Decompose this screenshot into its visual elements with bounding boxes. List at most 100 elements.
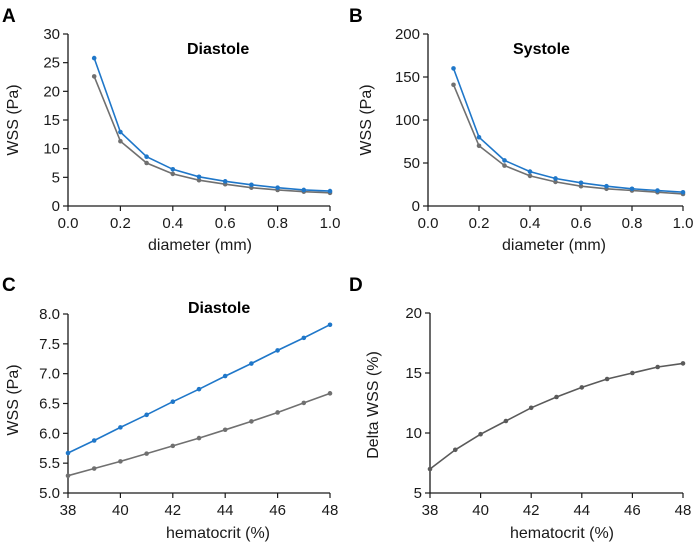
y-tick-label: 25 <box>43 55 60 72</box>
y-tick-label: 20 <box>43 83 60 100</box>
panel-b-x-label: diameter (mm) <box>502 237 606 254</box>
y-tick-label: 50 <box>403 155 420 172</box>
data-point-gray <box>453 447 458 453</box>
x-tick-label: 44 <box>217 502 234 519</box>
y-tick-label: 6.5 <box>39 396 60 413</box>
y-tick-label: 5.0 <box>39 485 60 502</box>
data-point-gray <box>554 394 559 400</box>
panel-a-title: Diastole <box>187 41 249 58</box>
data-point-gray <box>144 160 149 166</box>
data-point-blue <box>275 348 280 353</box>
data-point-blue <box>144 412 149 418</box>
data-point-gray <box>196 435 202 441</box>
x-tick-label: 38 <box>422 502 439 519</box>
y-tick-label: 10 <box>405 425 422 442</box>
x-tick-label: 0.2 <box>110 215 131 232</box>
panel-a-y-label: WSS (Pa) <box>5 84 22 155</box>
panel-b-y-label: WSS (Pa) <box>358 84 375 155</box>
data-point-gray <box>528 405 534 411</box>
data-point-gray <box>553 179 558 185</box>
panel-c-plot: 5.0 5.5 6.0 6.5 7.0 7.5 8.0 38 40 42 44 46 48 <box>39 306 338 519</box>
data-point-gray <box>170 443 176 449</box>
x-tick-label: 40 <box>112 502 129 519</box>
data-point-gray <box>327 391 333 396</box>
x-tick-label: 0.4 <box>162 215 183 232</box>
data-point-gray <box>196 177 202 183</box>
panel-d-y-label: Delta WSS (%) <box>365 351 382 459</box>
data-point-gray <box>503 418 509 424</box>
panel-letter-b: B <box>349 6 363 27</box>
panel-b-plot: 0 50 100 150 200 0.0 0.2 0.4 0.6 0.8 1.0 <box>395 26 693 232</box>
panel-d-plot: 5 10 15 20 38 40 42 44 46 48 <box>405 305 691 519</box>
y-tick-label: 8.0 <box>39 306 60 323</box>
y-tick-label: 10 <box>43 141 60 158</box>
panel-a-x-label: diameter (mm) <box>148 237 252 254</box>
data-point-blue <box>629 186 635 192</box>
data-point-blue <box>301 187 307 193</box>
y-tick-label: 5 <box>52 169 60 186</box>
y-tick-label: 5.5 <box>39 455 60 472</box>
data-point-gray <box>91 74 97 79</box>
series-line-blue <box>93 57 331 192</box>
data-point-gray <box>476 143 482 149</box>
y-tick-label: 7.5 <box>39 336 60 353</box>
data-point-gray <box>144 451 149 456</box>
data-point-blue <box>91 438 97 443</box>
y-tick-label: 7.0 <box>39 366 60 383</box>
data-point-gray <box>118 459 123 464</box>
panel-letter-a: A <box>2 6 16 27</box>
data-point-gray <box>502 163 507 168</box>
series-line-gray <box>93 76 331 194</box>
data-point-gray <box>301 400 307 406</box>
data-point-blue <box>144 154 149 159</box>
y-tick-label: 15 <box>405 365 422 382</box>
data-point-gray <box>604 376 610 382</box>
panel-b: B Systole 0 50 100 150 200 0.0 0.2 0.4 0.6 0.8 1.0… <box>349 6 693 254</box>
panel-c: C Diastole 5.0 5.5 6.0 6.5 7.0 7.5 8.0 38 40 42 44… <box>2 275 338 542</box>
x-tick-label: 0.6 <box>215 215 236 232</box>
data-point-gray <box>249 419 254 424</box>
y-tick-label: 150 <box>395 69 420 86</box>
panel-d-x-label: hematocrit (%) <box>510 525 614 542</box>
data-point-blue <box>118 129 123 135</box>
data-point-gray <box>527 173 533 179</box>
y-tick-label: 15 <box>43 112 60 129</box>
data-point-blue <box>196 174 202 180</box>
panel-c-title: Diastole <box>188 300 250 317</box>
data-point-gray <box>630 370 635 376</box>
x-tick-label: 0.8 <box>622 215 643 232</box>
data-point-blue <box>222 179 228 184</box>
data-point-blue <box>118 425 123 430</box>
x-tick-label: 46 <box>624 502 641 519</box>
data-point-blue <box>604 183 609 189</box>
panel-letter-c: C <box>2 275 16 296</box>
data-point-blue <box>327 322 333 328</box>
data-point-gray <box>170 171 176 177</box>
x-tick-label: 44 <box>573 502 590 519</box>
data-point-blue <box>275 185 280 190</box>
data-point-gray <box>275 410 280 415</box>
panel-c-x-label: hematocrit (%) <box>166 525 270 542</box>
data-point-blue <box>553 176 558 181</box>
series-line-gray <box>429 362 684 470</box>
data-point-gray <box>579 385 585 390</box>
x-tick-label: 0.2 <box>469 215 490 232</box>
panel-b-title: Systole <box>513 41 570 58</box>
panel-a-plot: 0 5 10 15 20 25 30 0.0 0.2 0.4 0.6 0.8 1.0 <box>43 26 340 232</box>
data-point-gray <box>680 361 686 366</box>
panel-letter-d: D <box>349 275 363 296</box>
y-tick-label: 20 <box>405 305 422 322</box>
data-point-blue <box>249 361 254 366</box>
data-point-blue <box>196 386 202 392</box>
data-point-gray <box>478 431 483 437</box>
data-point-blue <box>578 180 584 186</box>
x-tick-label: 0.4 <box>520 215 541 232</box>
data-point-gray <box>222 427 228 433</box>
x-tick-label: 1.0 <box>320 215 341 232</box>
data-point-blue <box>327 188 333 194</box>
data-point-gray <box>451 82 456 88</box>
data-point-blue <box>170 399 176 405</box>
y-tick-label: 100 <box>395 112 420 129</box>
data-point-blue <box>451 66 456 71</box>
